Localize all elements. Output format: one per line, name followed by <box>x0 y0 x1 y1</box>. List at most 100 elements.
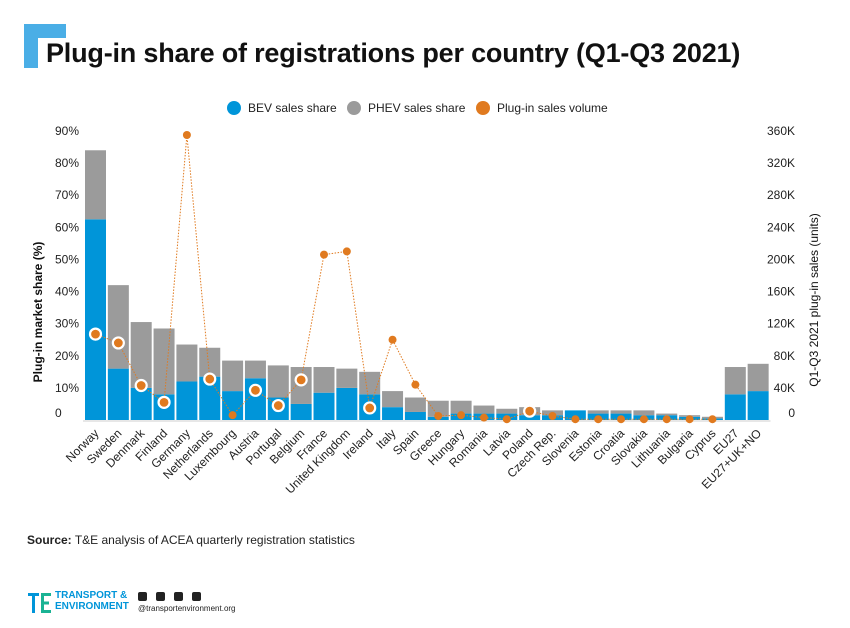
bar-phev <box>176 344 198 382</box>
volume-point <box>182 131 191 140</box>
facebook-icon[interactable] <box>156 592 165 601</box>
volume-point <box>320 250 328 259</box>
volume-point <box>363 401 377 415</box>
volume-point <box>203 372 217 386</box>
chart-legend: BEV sales share PHEV sales share Plug-in… <box>0 101 850 121</box>
bar-phev <box>450 400 472 414</box>
bar-phev <box>633 410 655 416</box>
y-right-axis-title: Q1-Q3 2021 plug-in sales (units) <box>807 213 821 386</box>
volume-point <box>571 415 580 424</box>
bar-phev <box>656 413 678 416</box>
y-right-tick-label: 280K <box>767 188 795 202</box>
legend-dot-phev-icon <box>347 101 361 115</box>
bar-phev <box>382 391 404 408</box>
y-left-tick-label: 40% <box>55 285 79 299</box>
bar-phev <box>724 367 746 395</box>
volume-point <box>639 415 648 424</box>
volume-point <box>134 378 148 393</box>
legend-item-phev: PHEV sales share <box>347 101 465 115</box>
bar-bev <box>130 387 152 420</box>
y-left-tick-label: 70% <box>55 188 79 202</box>
y-left-tick-label: 50% <box>55 252 79 266</box>
bar-phev <box>587 410 609 414</box>
bar-phev <box>496 408 518 414</box>
volume-point <box>523 404 537 418</box>
volume-point <box>388 335 397 344</box>
legend-label-bev: BEV sales share <box>248 101 337 115</box>
y-right-tick-label: 360K <box>767 124 795 138</box>
social-links <box>138 592 201 601</box>
bar-phev <box>610 410 632 414</box>
y-right-tick-label: 320K <box>767 156 795 170</box>
bar-bev <box>382 407 404 420</box>
bar-bev <box>222 391 244 420</box>
volume-point <box>271 398 285 413</box>
linkedin-icon[interactable] <box>192 592 201 601</box>
bar-phev <box>427 400 449 417</box>
bar-phev <box>153 328 175 395</box>
bar-bev <box>290 403 312 420</box>
source-note: Source: T&E analysis of ACEA quarterly r… <box>27 533 355 547</box>
bar-bev <box>85 219 106 420</box>
legend-dot-volume-icon <box>476 101 490 115</box>
bar-phev <box>222 360 244 392</box>
legend-item-volume: Plug-in sales volume <box>476 101 608 115</box>
bar-bev <box>313 392 335 420</box>
y-left-tick-label: 0 <box>55 406 62 420</box>
y-right-tick-label: 160K <box>767 285 795 299</box>
bar-phev <box>130 322 152 388</box>
bar-bev <box>564 410 586 420</box>
source-text: T&E analysis of ACEA quarterly registrat… <box>74 533 355 547</box>
y-right-tick-label: 240K <box>767 220 795 234</box>
bar-phev <box>336 368 358 388</box>
volume-point <box>342 247 351 256</box>
y-left-tick-label: 80% <box>55 156 79 170</box>
page-title: Plug-in share of registrations per count… <box>46 38 741 68</box>
volume-point <box>248 383 263 397</box>
bar-phev <box>473 405 495 414</box>
bar-phev <box>199 347 221 377</box>
bar-bev <box>336 387 358 420</box>
volume-point <box>502 415 511 424</box>
legend-dot-bev-icon <box>227 101 241 115</box>
volume-point <box>594 415 603 424</box>
y-left-axis-title: Plug-in market share (%) <box>31 242 45 383</box>
twitter-icon[interactable] <box>138 592 147 601</box>
logo-wordmark: TRANSPORT & ENVIRONMENT <box>55 590 129 612</box>
volume-point <box>294 373 308 387</box>
y-left-tick-label: 10% <box>55 381 79 395</box>
volume-point <box>685 415 694 424</box>
volume-point <box>88 327 103 341</box>
bar-bev <box>176 381 198 420</box>
logo-line-1: TRANSPORT & <box>55 590 128 601</box>
website-link[interactable]: @transportenvironment.org <box>138 604 236 613</box>
volume-point <box>228 411 237 420</box>
bar-phev <box>85 150 106 220</box>
y-left-tick-label: 30% <box>55 317 79 331</box>
volume-point <box>617 415 626 424</box>
bar-bev <box>404 411 426 420</box>
y-right-tick-label: 0 <box>788 406 795 420</box>
volume-point <box>548 411 557 420</box>
volume-line <box>95 134 713 420</box>
bar-phev <box>107 285 129 369</box>
y-right-tick-label: 120K <box>767 317 795 331</box>
bar-bev <box>724 394 746 420</box>
bar-phev <box>747 363 769 392</box>
y-left-tick-label: 20% <box>55 349 79 363</box>
bar-phev <box>244 360 266 379</box>
instagram-icon[interactable] <box>174 592 183 601</box>
legend-label-volume: Plug-in sales volume <box>497 101 608 115</box>
volume-point <box>111 336 125 350</box>
source-label: Source: <box>27 533 72 547</box>
legend-label-phev: PHEV sales share <box>368 101 466 115</box>
registrations-chart: 90% 80% 70% 60% 50% 40% 30% 20% 10% 0 360K 320K 280K… <box>31 124 821 497</box>
volume-point <box>662 415 671 424</box>
y-left-tick-label: 90% <box>55 124 79 138</box>
bar-phev <box>267 365 289 398</box>
bar-phev <box>404 397 426 412</box>
y-right-tick-label: 200K <box>767 252 795 266</box>
bar-phev <box>313 367 335 393</box>
title-bracket-decoration <box>24 24 66 68</box>
te-logo-icon <box>28 593 51 613</box>
